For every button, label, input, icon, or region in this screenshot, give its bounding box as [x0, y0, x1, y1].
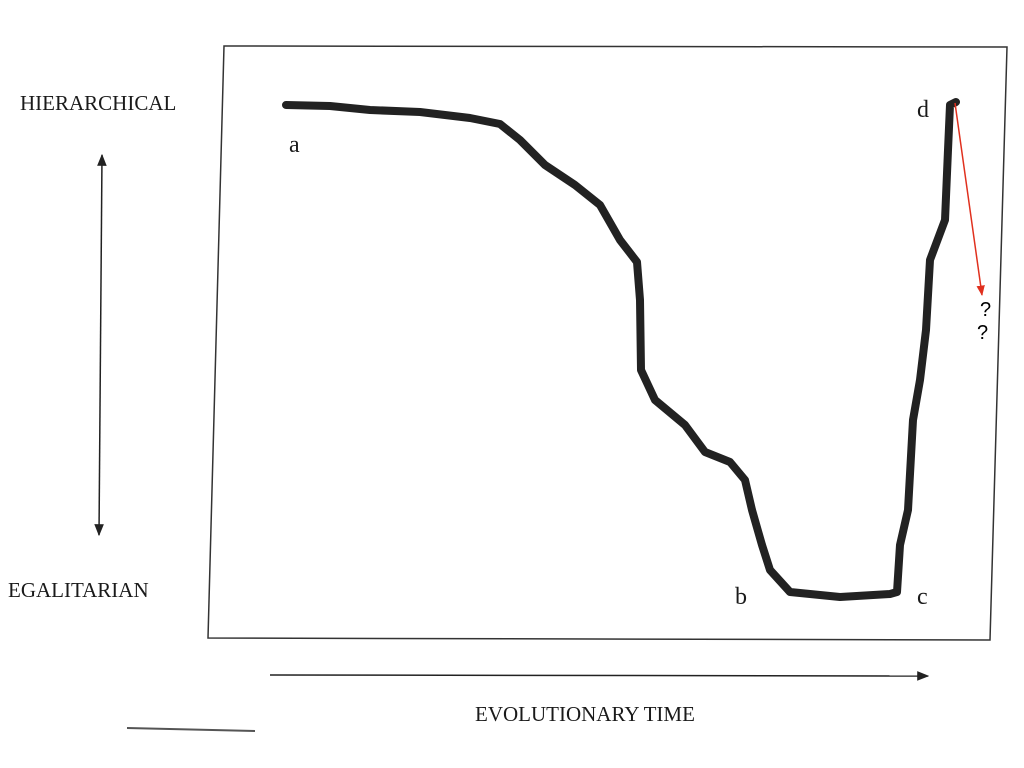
- x-label: EVOLUTIONARY TIME: [475, 702, 695, 726]
- scan-mark: [126, 727, 256, 732]
- vertical-arrow: [94, 153, 107, 537]
- curve: [282, 98, 960, 601]
- y-top-label: HIERARCHICAL: [20, 91, 176, 115]
- point-label: d: [917, 97, 929, 123]
- time-arrow: [269, 671, 930, 681]
- point-label: b: [735, 584, 747, 610]
- question-mark: ?: [980, 299, 991, 321]
- point-label: c: [917, 584, 928, 610]
- red-arrow: [954, 102, 985, 297]
- question-mark: ?: [977, 322, 988, 344]
- y-bottom-label: EGALITARIAN: [8, 578, 149, 602]
- frame: [207, 45, 1008, 641]
- point-label: a: [289, 132, 300, 158]
